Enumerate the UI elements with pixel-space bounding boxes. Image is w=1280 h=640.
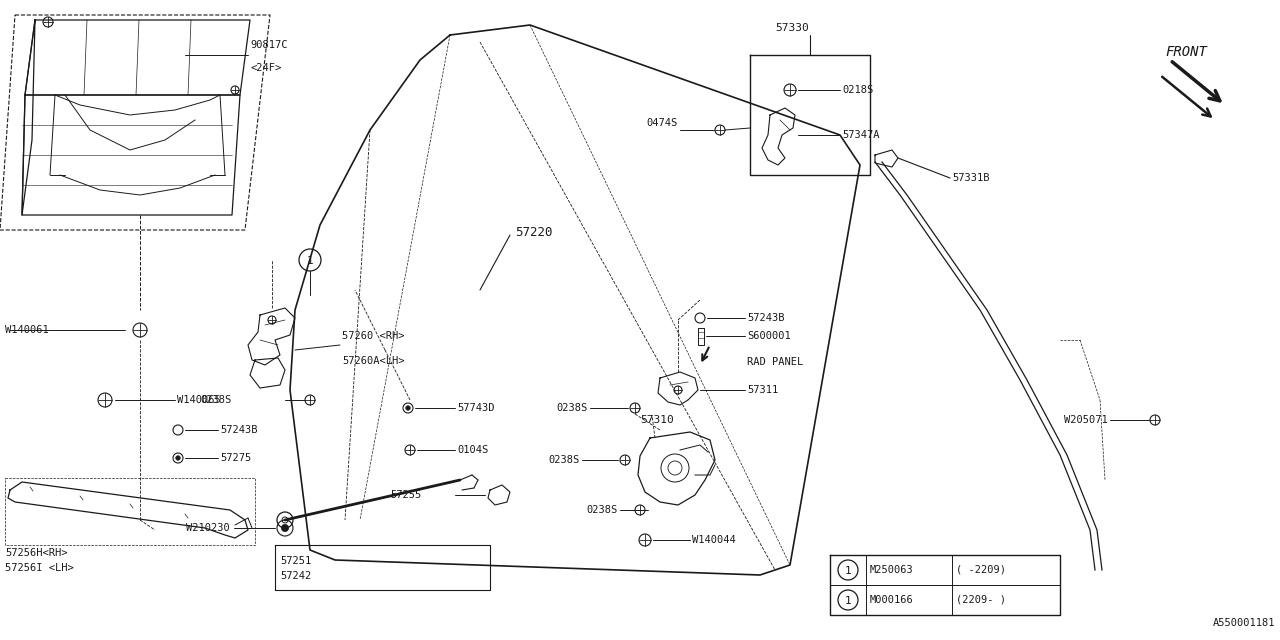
Text: 0218S: 0218S <box>842 85 873 95</box>
Text: 57743D: 57743D <box>457 403 494 413</box>
Text: 0238S: 0238S <box>200 395 232 405</box>
Text: 57260 <RH>: 57260 <RH> <box>342 331 404 341</box>
Text: 0238S: 0238S <box>549 455 580 465</box>
Text: 0238S: 0238S <box>586 505 618 515</box>
Text: 57260A<LH>: 57260A<LH> <box>342 356 404 366</box>
Text: 57256H<RH>: 57256H<RH> <box>5 548 68 558</box>
Text: 1: 1 <box>845 596 851 606</box>
Text: M000166: M000166 <box>870 595 914 605</box>
Text: 57330: 57330 <box>774 23 809 33</box>
Text: 57243B: 57243B <box>748 313 785 323</box>
Text: 57255: 57255 <box>390 490 421 500</box>
Text: W210230: W210230 <box>187 523 230 533</box>
Text: M250063: M250063 <box>870 565 914 575</box>
Circle shape <box>175 456 180 460</box>
Text: 57331B: 57331B <box>952 173 989 183</box>
Text: W140044: W140044 <box>692 535 736 545</box>
Text: 0474S: 0474S <box>646 118 678 128</box>
Text: 57251: 57251 <box>280 556 311 566</box>
Text: 0238S: 0238S <box>557 403 588 413</box>
Text: 57310: 57310 <box>640 415 673 425</box>
Text: 90817C: 90817C <box>250 40 288 50</box>
Text: 1: 1 <box>845 566 851 576</box>
Text: FRONT: FRONT <box>1165 45 1207 59</box>
Text: <24F>: <24F> <box>250 63 282 73</box>
Text: 57347A: 57347A <box>842 130 879 140</box>
Text: 57256I <LH>: 57256I <LH> <box>5 563 74 573</box>
Text: ( -2209): ( -2209) <box>956 565 1006 575</box>
Text: 57242: 57242 <box>280 571 311 581</box>
Text: (2209- ): (2209- ) <box>956 595 1006 605</box>
Text: S600001: S600001 <box>748 331 791 341</box>
Text: W205071: W205071 <box>1064 415 1108 425</box>
Text: 1: 1 <box>307 256 314 266</box>
Text: W140061: W140061 <box>5 325 49 335</box>
Circle shape <box>282 524 288 532</box>
Text: A550001181: A550001181 <box>1212 618 1275 628</box>
Text: 57243B: 57243B <box>220 425 257 435</box>
Text: 57311: 57311 <box>748 385 778 395</box>
Text: W140065: W140065 <box>177 395 220 405</box>
Text: 57275: 57275 <box>220 453 251 463</box>
Circle shape <box>406 406 411 410</box>
Text: RAD PANEL: RAD PANEL <box>748 357 804 367</box>
Text: 0104S: 0104S <box>457 445 488 455</box>
Text: 57220: 57220 <box>515 225 553 239</box>
